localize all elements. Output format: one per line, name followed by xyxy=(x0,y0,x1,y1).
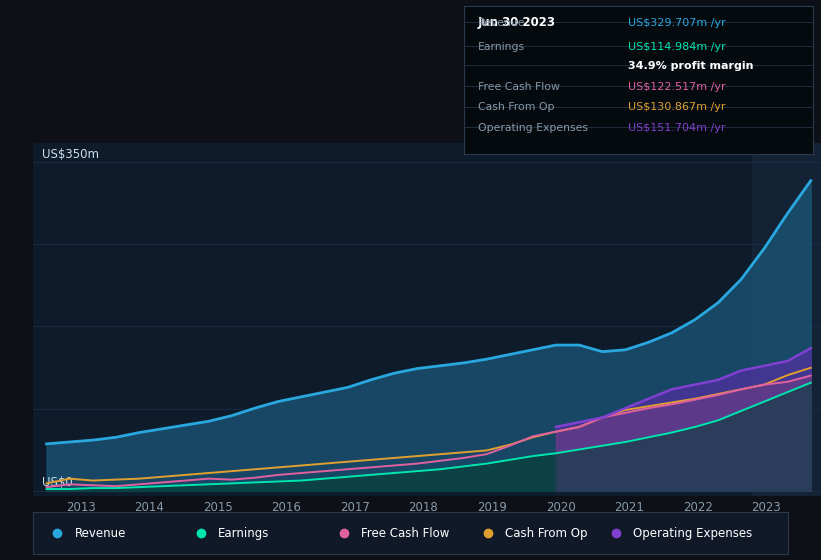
Text: Operating Expenses: Operating Expenses xyxy=(478,123,588,133)
Text: Cash From Op: Cash From Op xyxy=(505,527,587,540)
Text: Revenue: Revenue xyxy=(75,527,126,540)
Text: US$130.867m /yr: US$130.867m /yr xyxy=(628,102,726,113)
Text: Earnings: Earnings xyxy=(218,527,269,540)
Text: US$0: US$0 xyxy=(43,475,73,488)
Text: Earnings: Earnings xyxy=(478,41,525,52)
Text: Free Cash Flow: Free Cash Flow xyxy=(478,82,560,92)
Text: US$350m: US$350m xyxy=(43,148,99,161)
Text: Operating Expenses: Operating Expenses xyxy=(633,527,753,540)
Bar xyxy=(753,143,821,496)
Text: Jun 30 2023: Jun 30 2023 xyxy=(478,16,556,29)
Text: Cash From Op: Cash From Op xyxy=(478,102,554,113)
Text: US$122.517m /yr: US$122.517m /yr xyxy=(628,82,726,92)
Text: Free Cash Flow: Free Cash Flow xyxy=(361,527,450,540)
Text: 34.9% profit margin: 34.9% profit margin xyxy=(628,61,754,71)
Text: US$151.704m /yr: US$151.704m /yr xyxy=(628,123,726,133)
Text: Revenue: Revenue xyxy=(478,18,525,28)
Text: US$114.984m /yr: US$114.984m /yr xyxy=(628,41,726,52)
Text: US$329.707m /yr: US$329.707m /yr xyxy=(628,18,726,28)
